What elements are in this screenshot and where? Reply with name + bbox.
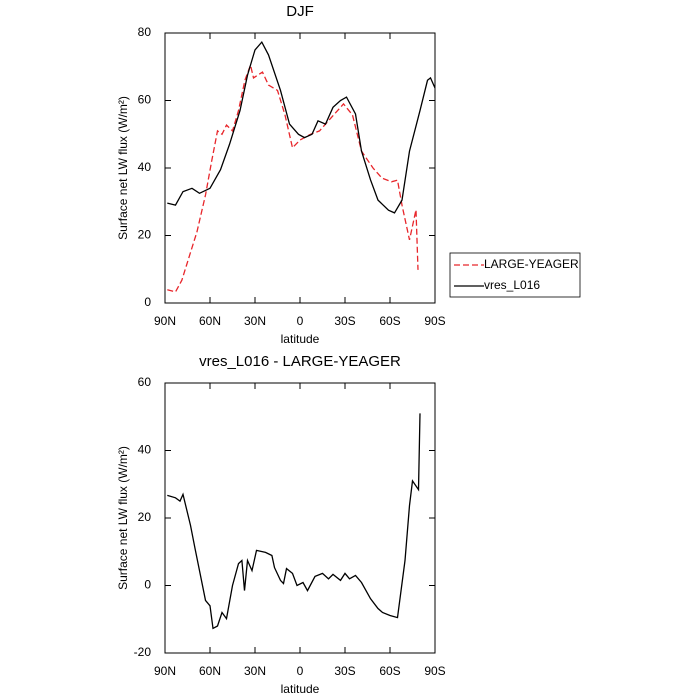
- x-tick-label: 90N: [154, 314, 176, 328]
- y-tick-label: 40: [138, 160, 152, 174]
- x-tick-label: 30N: [244, 664, 266, 678]
- chart-title: vres_L016 - LARGE-YEAGER: [199, 353, 401, 370]
- y-tick-label: 0: [144, 578, 151, 592]
- x-axis-label: latitude: [281, 332, 320, 346]
- x-tick-label: 60N: [199, 664, 221, 678]
- y-tick-label: 80: [138, 25, 152, 39]
- plot-frame: [164, 382, 436, 654]
- x-tick-label: 60N: [199, 314, 221, 328]
- x-tick-label: 30S: [334, 314, 355, 328]
- x-tick-label: 90N: [154, 664, 176, 678]
- legend-label: vres_L016: [484, 278, 540, 292]
- x-tick-label: 90S: [424, 314, 445, 328]
- data-line: [167, 40, 436, 214]
- x-tick-label: 0: [297, 664, 304, 678]
- y-tick-label: 60: [138, 375, 152, 389]
- x-axis-label: latitude: [281, 682, 320, 696]
- legend-label: LARGE-YEAGER: [484, 257, 579, 271]
- y-tick-label: 20: [138, 228, 152, 242]
- x-tick-label: 60S: [379, 314, 400, 328]
- y-tick-label: 20: [138, 510, 152, 524]
- plot-frame: [164, 32, 436, 304]
- y-tick-label: 0: [144, 295, 151, 309]
- x-tick-label: 0: [297, 314, 304, 328]
- y-axis-label: Surface net LW flux (W/m²): [116, 96, 130, 240]
- y-tick-label: 40: [138, 443, 152, 457]
- x-tick-label: 90S: [424, 664, 445, 678]
- chart-title: DJF: [286, 3, 314, 20]
- x-tick-label: 30S: [334, 664, 355, 678]
- y-axis-label: Surface net LW flux (W/m²): [116, 446, 130, 590]
- legend-box: [449, 252, 581, 298]
- x-tick-label: 60S: [379, 664, 400, 678]
- x-tick-label: 30N: [244, 314, 266, 328]
- y-tick-label: 60: [138, 93, 152, 107]
- y-tick-label: -20: [134, 645, 152, 659]
- data-line: [167, 62, 419, 293]
- data-line: [167, 413, 421, 630]
